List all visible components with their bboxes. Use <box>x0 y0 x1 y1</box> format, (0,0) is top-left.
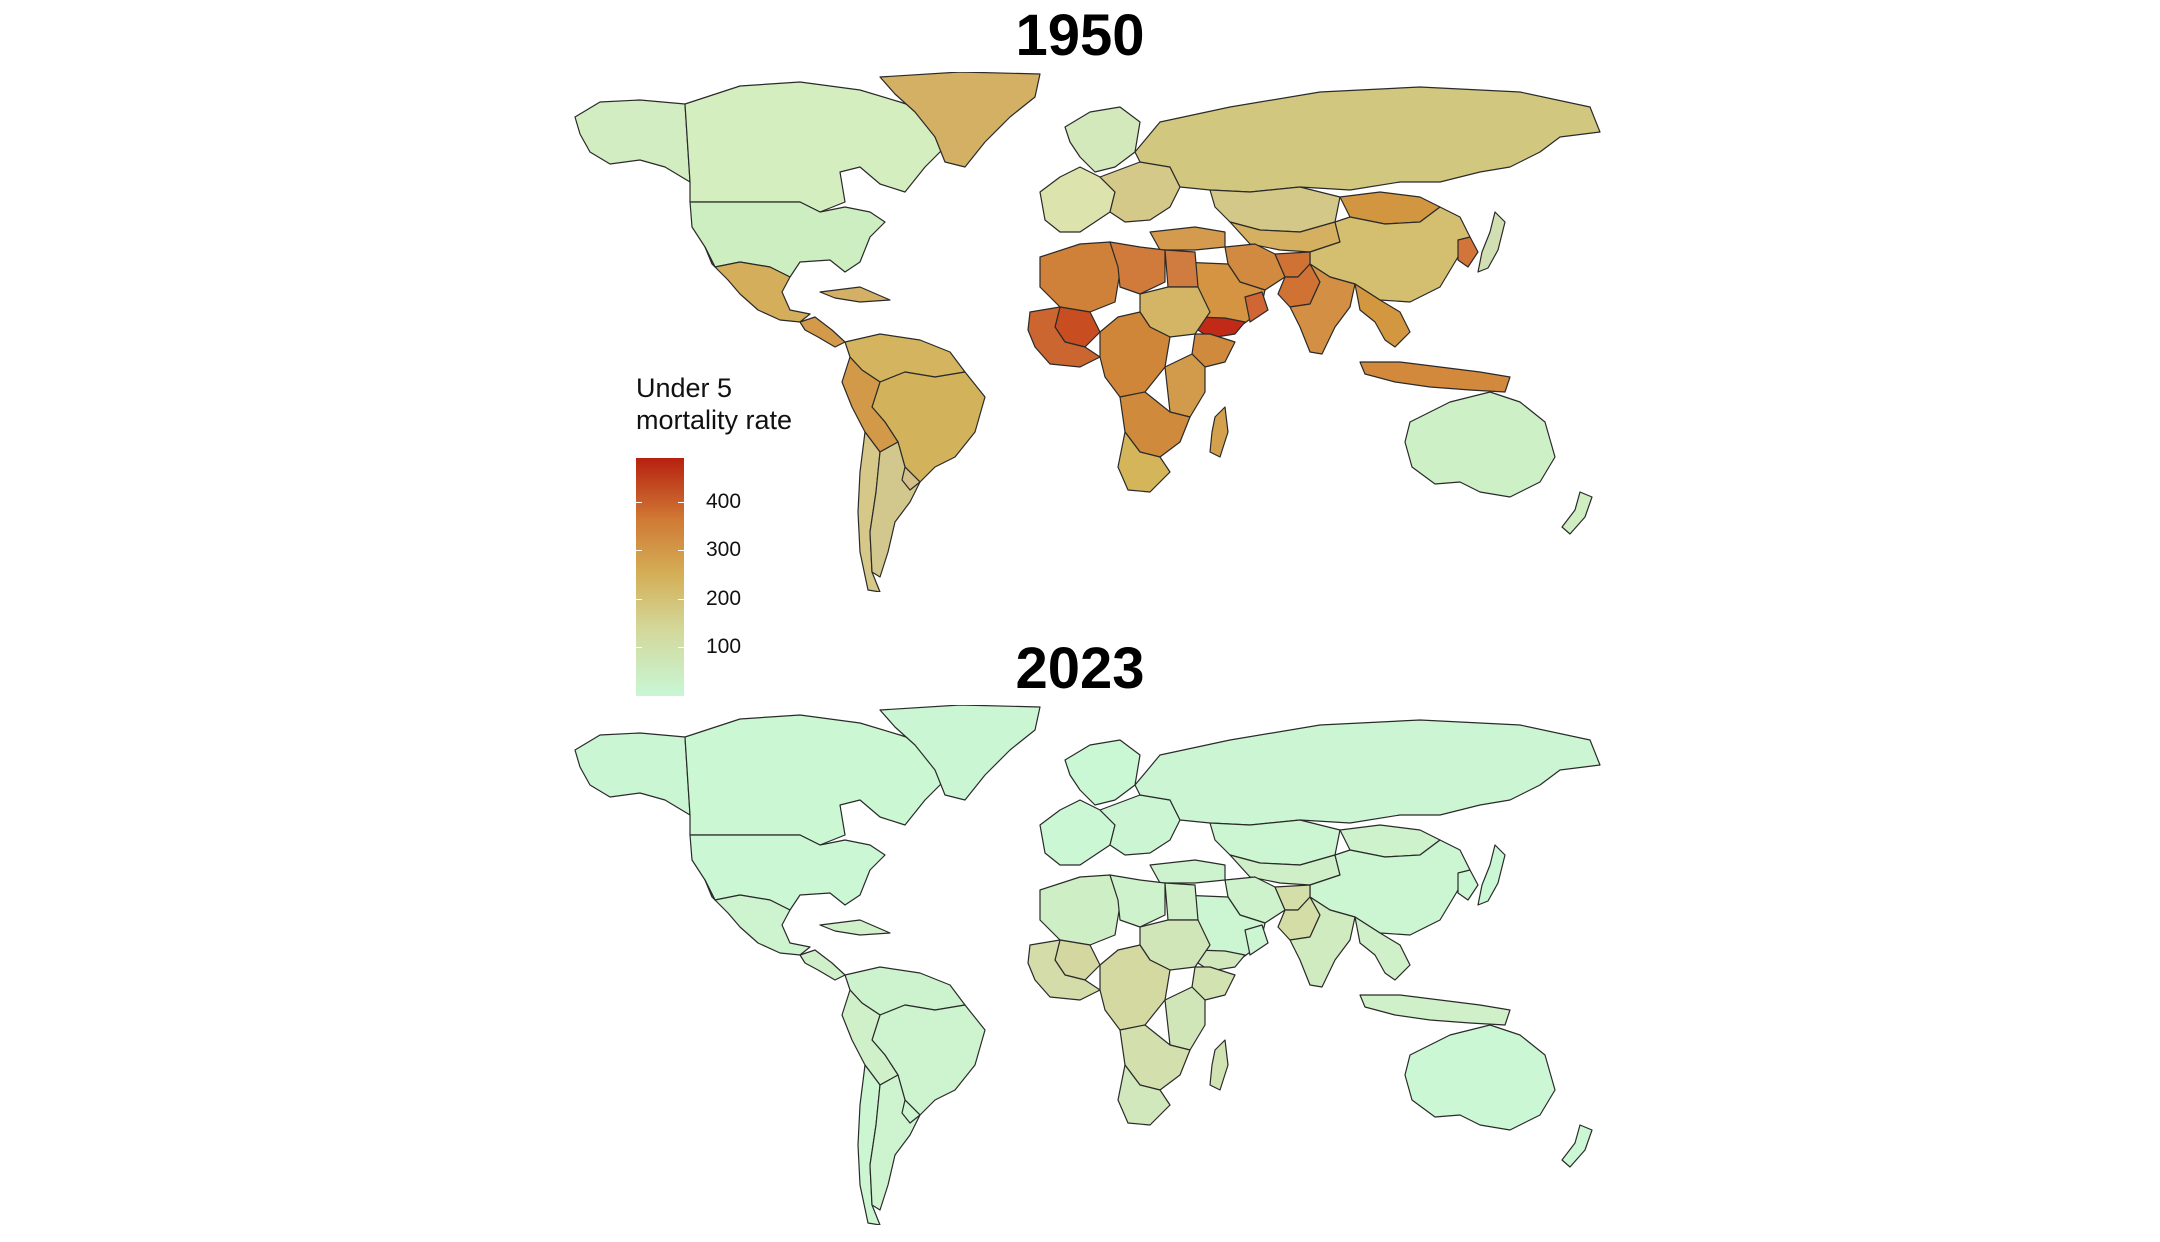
legend-tick-label: 400 <box>706 489 742 513</box>
legend-tick-mark <box>636 647 642 649</box>
legend-tick-mark <box>678 647 684 649</box>
region-scandinavia <box>1064 739 1141 806</box>
world-map-2023 <box>574 705 1601 1225</box>
region-indonesia <box>1359 994 1511 1026</box>
region-east-africa <box>1164 986 1206 1051</box>
region-caribbean <box>819 919 891 936</box>
region-new-zealand <box>1561 491 1593 535</box>
region-mexico <box>704 246 811 323</box>
legend-color-bar <box>636 458 684 696</box>
region-egypt <box>1164 249 1199 288</box>
region-korea <box>1457 869 1479 901</box>
legend-tick-label: 100 <box>706 635 742 659</box>
region-korea <box>1457 236 1479 268</box>
region-greenland <box>879 705 1041 801</box>
legend-tick-mark <box>636 501 642 503</box>
legend-tick-mark <box>636 550 642 552</box>
region-south-africa <box>1117 431 1171 493</box>
legend-tick-label: 300 <box>706 538 742 562</box>
region-kazakhstan <box>1209 819 1341 866</box>
region-southeast-asia <box>1354 916 1411 981</box>
region-oman <box>1244 291 1269 323</box>
region-caribbean <box>819 286 891 303</box>
legend-tick-label: 200 <box>706 586 742 610</box>
world-map-1950 <box>574 72 1601 592</box>
legend-title-line2: mortality rate <box>636 405 793 435</box>
region-north-africa <box>1039 241 1121 313</box>
legend-tick-mark <box>678 598 684 600</box>
region-east-africa <box>1164 353 1206 418</box>
legend-tick-mark <box>678 501 684 503</box>
region-australia <box>1404 391 1556 498</box>
region-japan <box>1477 844 1506 906</box>
legend-tick-mark <box>636 598 642 600</box>
region-scandinavia <box>1064 106 1141 173</box>
map-title-2023: 2023 <box>1015 636 1145 701</box>
region-kazakhstan <box>1209 186 1341 233</box>
legend-title-line1: Under 5 <box>636 373 733 403</box>
region-madagascar <box>1209 406 1229 458</box>
region-uruguay <box>901 1099 921 1124</box>
region-madagascar <box>1209 1039 1229 1091</box>
region-indonesia <box>1359 361 1511 393</box>
region-russia <box>1134 719 1601 826</box>
region-central-america <box>799 316 846 348</box>
region-greenland <box>879 72 1041 168</box>
region-uruguay <box>901 466 921 491</box>
legend-tick-mark <box>678 550 684 552</box>
region-japan <box>1477 211 1506 273</box>
region-central-america <box>799 949 846 981</box>
region-oman <box>1244 924 1269 956</box>
region-australia <box>1404 1024 1556 1131</box>
region-alaska <box>574 732 691 816</box>
region-libya <box>1109 874 1166 928</box>
region-egypt <box>1164 882 1199 921</box>
region-turkey <box>1149 859 1226 884</box>
region-mexico <box>704 879 811 956</box>
region-libya <box>1109 241 1166 295</box>
region-new-zealand <box>1561 1124 1593 1168</box>
region-russia <box>1134 86 1601 193</box>
map-title-1950: 1950 <box>1015 3 1145 68</box>
region-india <box>1289 263 1356 355</box>
region-india <box>1289 896 1356 988</box>
region-alaska <box>574 99 691 183</box>
region-turkey <box>1149 226 1226 251</box>
region-southeast-asia <box>1354 283 1411 348</box>
region-south-africa <box>1117 1064 1171 1126</box>
color-legend: Under 5 mortality rate 400 300 200 100 <box>636 372 793 696</box>
region-north-africa <box>1039 874 1121 946</box>
